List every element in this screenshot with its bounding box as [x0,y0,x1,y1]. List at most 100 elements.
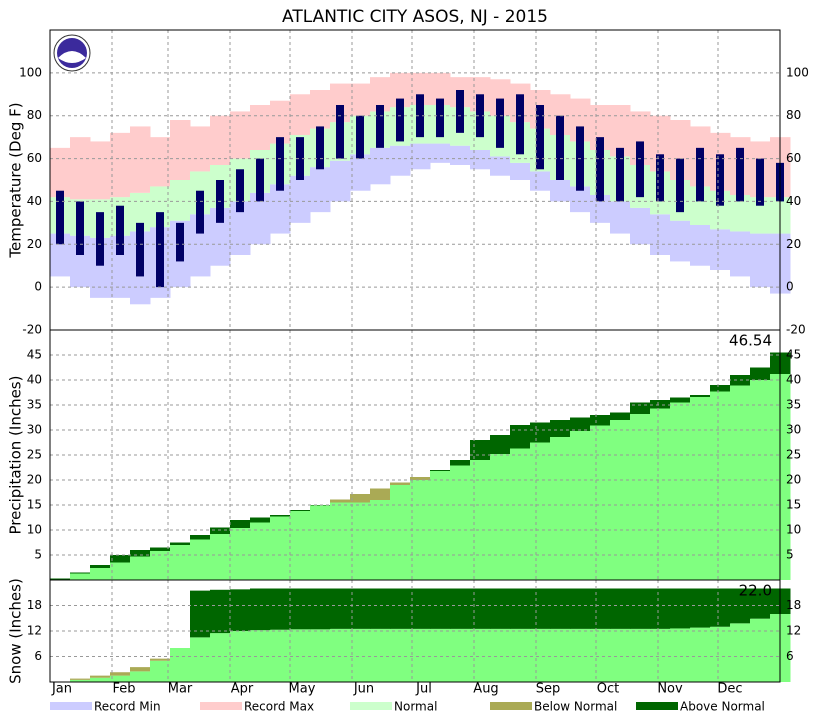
y-tick-label: 30 [27,423,42,437]
observed-bar [176,223,184,262]
record-max-bar [150,137,171,186]
normal-bar [570,629,591,682]
normal-bar [590,426,611,581]
normal-bar [210,633,231,682]
y-tick-label: 5 [34,548,42,562]
noaa-logo [54,35,90,71]
y-tick-label-right: 18 [786,598,801,612]
legend-label: Above Normal [680,700,765,714]
normal-bar [550,629,571,682]
above-normal-bar [670,398,691,403]
y-tick-label-right: 80 [786,108,801,122]
above-normal-bar [450,589,471,629]
y-tick-label: 35 [27,398,42,412]
above-normal-bar [430,470,451,471]
y-tick-label-right: 6 [786,649,794,663]
above-normal-bar [590,415,611,426]
record-min-bar [430,144,451,163]
above-normal-bar [230,520,251,528]
record-max-bar [350,84,371,116]
record-min-bar [530,171,551,190]
record-min-bar [730,231,751,276]
record-min-bar [750,234,771,288]
normal-bar [610,420,631,580]
y-tick-label: -20 [22,323,42,337]
normal-bar [430,471,451,580]
record-max-bar [110,133,131,197]
normal-bar [370,500,391,580]
y-tick-label: 20 [27,473,42,487]
below-normal-bar [90,676,111,678]
normal-bar [510,629,531,682]
y-tick-label-right: 35 [786,398,801,412]
observed-bar [336,105,344,159]
normal-bar [390,629,411,682]
normal-bar [410,480,431,580]
y-tick-label: 18 [27,598,42,612]
above-normal-bar [350,589,371,629]
y-tick-label-right: 30 [786,423,801,437]
normal-bar [330,629,351,682]
legend-swatch [636,702,678,710]
observed-bar [636,141,644,197]
normal-bar [730,623,751,682]
y-tick-label-right: 40 [786,194,801,208]
above-normal-bar [610,589,631,629]
x-tick-label: Jan [51,682,72,697]
normal-bar [170,545,191,580]
above-normal-bar [690,395,711,397]
normal-bar [450,629,471,682]
above-normal-bar [370,589,391,629]
normal-bar [690,628,711,682]
y-tick-label-right: -20 [786,323,806,337]
above-normal-bar [450,460,471,466]
above-normal-bar [110,555,131,563]
observed-bar [556,116,564,180]
above-normal-bar [570,589,591,629]
above-normal-bar [390,589,411,629]
normal-bar [550,437,571,580]
normal-bar [90,678,111,682]
normal-bar [290,629,311,682]
below-normal-bar [410,477,431,480]
above-normal-bar [650,400,671,409]
observed-bar [96,212,104,266]
legend-label: Below Normal [534,700,617,714]
above-normal-bar [190,535,211,540]
y-tick-label-right: 10 [786,523,801,537]
record-min-bar [710,229,731,270]
record-max-bar [290,94,311,135]
observed-bar [536,105,544,169]
normal-bar [690,397,711,580]
legend-swatch [350,702,392,710]
above-normal-bar [690,589,711,628]
y-tick-label-right: 15 [786,498,801,512]
above-normal-bar [150,548,171,552]
observed-bar [196,191,204,234]
above-normal-bar [210,590,231,633]
normal-bar [230,528,251,580]
above-normal-bar [270,589,291,630]
observed-bar [76,201,84,255]
y-axis-label: Temperature (Deg F) [7,102,25,258]
normal-bar [310,629,331,682]
normal-bar [170,648,191,682]
below-normal-bar [150,659,171,661]
record-min-bar [610,201,631,233]
record-max-bar [70,137,91,199]
normal-bar [390,485,411,580]
y-tick-label: 10 [27,523,42,537]
record-max-bar [90,141,111,199]
observed-bar [256,159,264,202]
observed-bar [236,169,244,212]
normal-bar [710,392,731,581]
record-min-bar [470,150,491,169]
x-tick-label: May [289,682,316,697]
normal-bar [530,443,551,581]
observed-bar [396,99,404,142]
record-max-bar [230,111,251,158]
y-tick-label: 0 [34,280,42,294]
observed-bar [676,159,684,213]
below-normal-bar [330,500,351,503]
